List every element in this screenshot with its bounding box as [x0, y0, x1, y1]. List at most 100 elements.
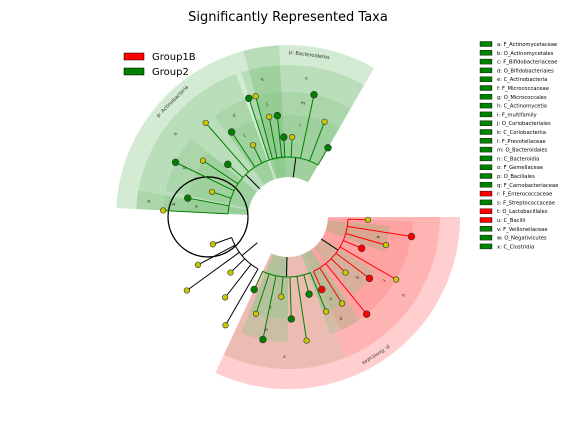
clade-label: l [299, 123, 301, 129]
branch-leaf [255, 273, 270, 315]
clade-shade-f [188, 152, 257, 209]
clade-label: i [270, 123, 272, 129]
key-swatch-n [479, 155, 493, 162]
clade-shade-x [223, 253, 345, 370]
tree-node [324, 144, 332, 152]
branch-leaf [289, 276, 292, 319]
tree-node [160, 207, 167, 214]
branch-root-0 [292, 157, 297, 178]
tree-node [407, 232, 416, 241]
branch-leaf [252, 144, 263, 164]
key-label-t: t: O_Lactobacillales [497, 209, 548, 215]
key-swatch-q [479, 182, 493, 188]
key-label-m: m: O_Bacteroidales [497, 148, 548, 154]
branch-leaf [197, 244, 236, 266]
branch-root-2 [321, 238, 339, 251]
branch-leaf [319, 267, 343, 304]
tree-node [171, 158, 180, 167]
tree-node [209, 241, 216, 248]
clade-shade-n [248, 65, 364, 183]
tree-node [303, 337, 310, 344]
key-swatch-s [479, 199, 493, 206]
branch-leaf [299, 94, 315, 159]
branch-arc [227, 156, 285, 214]
tree-node [357, 244, 366, 252]
tree-node [273, 111, 282, 120]
key-label-i: i: F_multifamily [497, 112, 537, 118]
key-label-b: b: O_Actinomycetales [497, 51, 554, 57]
key-swatch-o [479, 164, 493, 170]
tree-node [222, 322, 229, 329]
clade-label: t [380, 278, 386, 283]
key-label-s: s: F_Streptococcaceae [497, 200, 555, 206]
tree-node [338, 300, 346, 307]
branch-leaf [186, 251, 240, 291]
clade-label: c [243, 133, 248, 139]
key-label-d: d: O_Bifidobacteriales [497, 68, 554, 74]
key-swatch-j [479, 120, 493, 126]
tree-node [318, 285, 326, 294]
legend: Group1B Group2 [123, 52, 196, 78]
key-swatch-p [479, 173, 493, 179]
clade-label: j [265, 101, 268, 107]
clade-label: m [300, 101, 306, 107]
tree-node [393, 276, 400, 283]
tree-node-layer [160, 91, 416, 344]
key-label-q: q: F_Carnobacteriaceae [497, 183, 558, 189]
branch-root-3 [285, 256, 288, 277]
branch-leaf [280, 276, 284, 297]
clade-shade-pfirmicutes [215, 217, 460, 390]
key-swatch-k [479, 129, 493, 135]
key-swatch-c [479, 58, 493, 65]
taxa-key-legend: a: F_Actinomycetaceae b: O_Actinomycetale… [479, 41, 558, 250]
key-swatch-t [479, 208, 493, 214]
clade-label: g [182, 165, 188, 170]
branch-leaf [175, 161, 235, 192]
clade-label: p: Bacteroidetes [289, 50, 331, 61]
key-label-c: c: F_Bifidobacteriaceae [497, 60, 557, 66]
clade-label: r [375, 235, 381, 238]
clade-shade-d [214, 99, 275, 185]
clade-label: n [304, 77, 308, 82]
key-swatch-r [479, 190, 493, 197]
branch-arc [231, 237, 259, 270]
clade-label: s [375, 235, 381, 239]
chart-title: Significantly Represented Taxa [188, 10, 388, 25]
branch-leaf [276, 115, 283, 158]
clade-shade-p [301, 249, 360, 335]
key-label-x: x: C_Clostridia [497, 244, 534, 250]
key-swatch-h [479, 102, 493, 109]
key-label-j: j: O_Coriobacteriales [496, 121, 551, 127]
key-label-v: v: F_Veillonellaceae [497, 227, 548, 233]
legend-swatch-group2 [123, 67, 145, 76]
clade-shade-c [228, 121, 275, 185]
key-label-w: w: O_Negativicutes [497, 236, 547, 242]
key-swatch-a [479, 41, 493, 47]
clade-label: e [173, 132, 179, 137]
key-swatch-b [479, 50, 493, 56]
key-swatch-v [479, 226, 493, 232]
branch-root-1 [245, 174, 261, 190]
branch-leaf [230, 258, 246, 273]
clade-shade-pactinobacteria [116, 45, 286, 215]
key-label-g: g: O_Micrococcales [497, 95, 547, 101]
branch-leaf [309, 121, 326, 162]
branch-leaf [345, 233, 387, 246]
key-label-l: l: F_Prevotellaceae [497, 139, 546, 145]
clade-shade-b [163, 195, 249, 215]
branch-leaf [231, 131, 256, 168]
key-swatch-w [479, 234, 493, 241]
tree-branch-layer [163, 94, 412, 341]
clade-shade-s [325, 220, 390, 252]
tree-node [305, 290, 313, 298]
branch-leaf [225, 268, 259, 326]
key-label-n: n: C_Bacteroidia [497, 156, 539, 162]
tree-node [252, 93, 259, 100]
branch-leaf [347, 225, 412, 238]
key-swatch-x [479, 243, 493, 250]
key-label-r: r: F_Enterococcaceae [497, 192, 552, 198]
clade-label: k [261, 77, 265, 83]
tree-node [250, 285, 258, 294]
branch-leaf [339, 246, 397, 280]
